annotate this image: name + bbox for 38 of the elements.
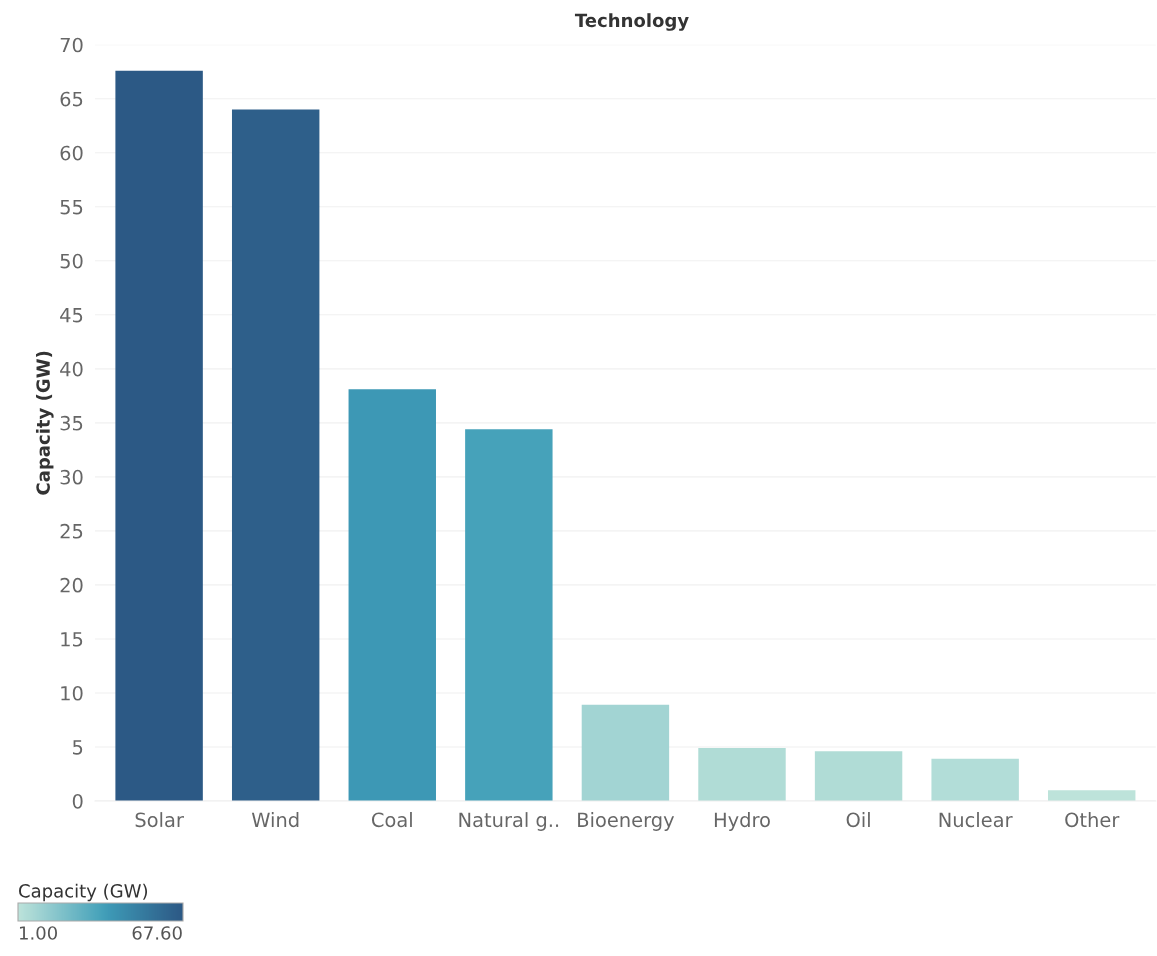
- chart-title: Technology: [574, 13, 689, 31]
- y-tick-label: 5: [73, 740, 83, 755]
- bar: [698, 748, 786, 801]
- color-bar-label: 67.60: [132, 926, 182, 940]
- x-tick-label: Natural g..: [459, 812, 559, 831]
- y-tick-label: 45: [60, 308, 83, 323]
- y-tick-label: 0: [72, 793, 83, 809]
- x-tick-label: Hydro: [714, 812, 770, 831]
- y-tick-label: 70: [60, 37, 83, 53]
- y-tick-label: 25: [60, 523, 83, 539]
- y-tick-label: 20: [60, 577, 83, 593]
- x-tick-label: Solar: [135, 812, 184, 828]
- x-tick-label: Coal: [371, 812, 412, 828]
- bar: [1048, 790, 1136, 801]
- x-tick-label: Bioenergy: [578, 812, 675, 831]
- y-tick-label: 40: [60, 361, 83, 377]
- y-tick-label: 35: [60, 415, 83, 431]
- x-tick-label: Other: [1065, 812, 1120, 828]
- y-tick-label: 30: [60, 469, 83, 485]
- color-bar-title: Capacity (GW): [19, 883, 148, 902]
- y-tick-label: 60: [60, 145, 83, 161]
- x-tick-label: Nuclear: [939, 812, 1013, 828]
- y-tick-label: 65: [60, 91, 83, 107]
- bar: [231, 109, 320, 801]
- bar: [465, 429, 553, 801]
- bar: [814, 751, 903, 801]
- x-tick-label: Wind: [251, 812, 299, 828]
- bar: [931, 758, 1019, 801]
- bar: [348, 389, 436, 801]
- y-tick-label: 10: [61, 685, 83, 701]
- x-tick-label: Oil: [846, 812, 870, 828]
- y-tick-label: 15: [61, 632, 83, 647]
- y-tick-label: 55: [60, 199, 83, 215]
- bar: [115, 70, 203, 801]
- bar: [581, 704, 670, 801]
- y-axis-title: Capacity (GW): [35, 351, 54, 495]
- color-bar-label: 1.00: [19, 926, 57, 940]
- y-tick-label: 50: [60, 253, 83, 269]
